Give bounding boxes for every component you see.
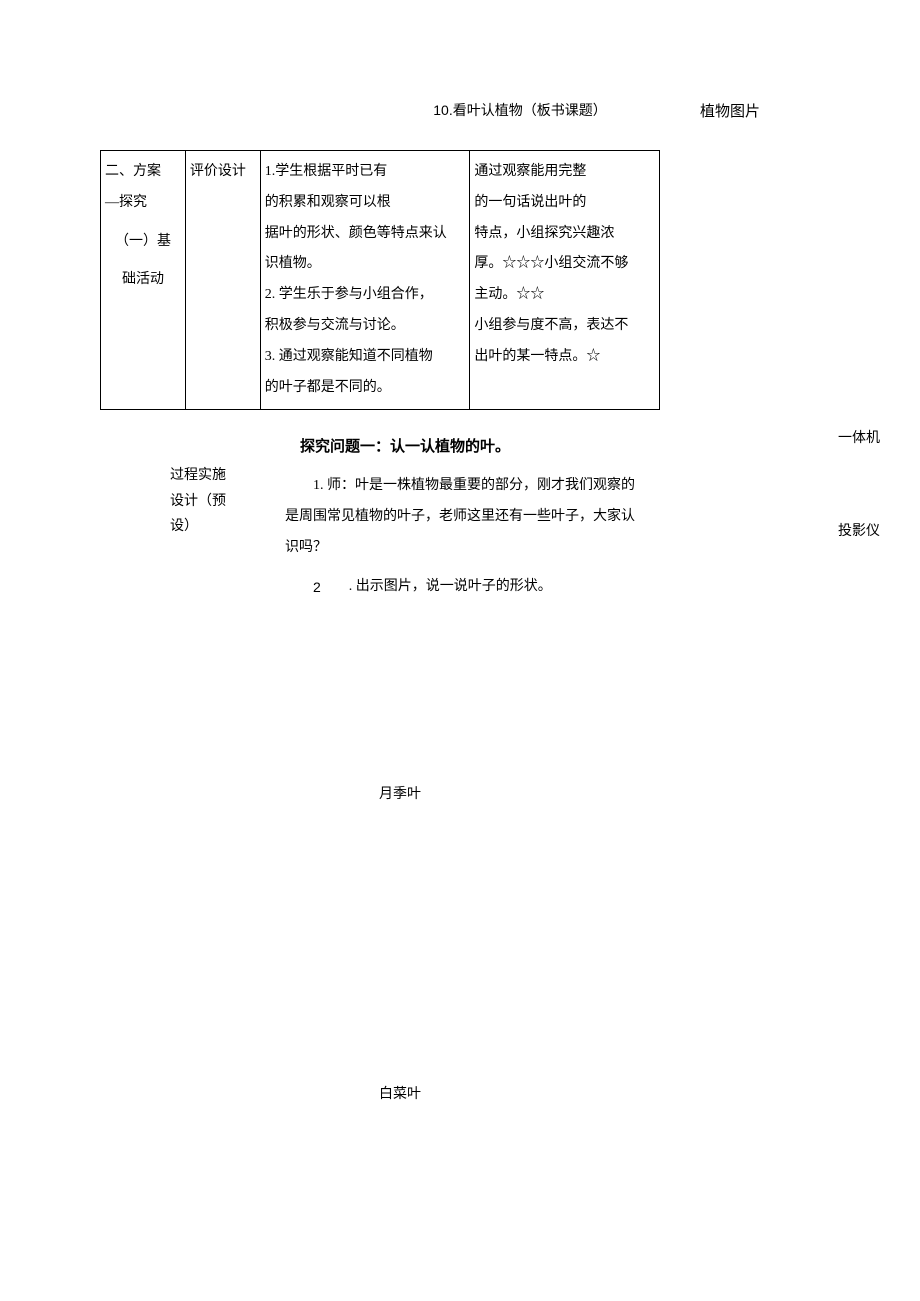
col4-l5: 主动。☆☆ <box>474 280 655 311</box>
table-col4: 通过观察能用完整 的一句话说出叶的 特点，小组探究兴趣浓 厚。☆☆☆小组交流不够… <box>470 151 660 410</box>
top-right-label: 植物图片 <box>700 100 760 121</box>
col4-l7: 出叶的某一特点。☆ <box>474 342 655 373</box>
col3-l6: 积极参与交流与讨论。 <box>265 311 466 342</box>
col1-line1: 二、方案 <box>105 157 181 188</box>
lesson-number: 10. <box>433 102 452 118</box>
table-col1: 二、方案 —探究 （一）基 础活动 <box>101 151 186 410</box>
table-row: 二、方案 —探究 （一）基 础活动 评价设计 1.学生根据平时已有 的积累和观察… <box>101 151 660 410</box>
table-col2: 评价设计 <box>185 151 260 410</box>
process-label-l3: 设） <box>170 514 265 539</box>
col4-l4: 厚。☆☆☆小组交流不够 <box>474 249 655 280</box>
leaf-label-2: 白菜叶 <box>300 1083 500 1103</box>
col4-l2: 的一句话说出叶的 <box>474 188 655 219</box>
col3-l2: 的积累和观察可以根 <box>265 188 466 219</box>
col4-l3: 特点，小组探究兴趣浓 <box>474 219 655 250</box>
item2-num: 2 <box>313 572 321 603</box>
process-label-l2: 设计（预 <box>170 489 265 514</box>
question-title: 探究问题一：认一认植物的叶。 <box>300 435 840 456</box>
content-item2: 2 . 出示图片，说一说叶子的形状。 <box>285 572 645 603</box>
col3-l1: 1.学生根据平时已有 <box>265 157 466 188</box>
col4-l1: 通过观察能用完整 <box>474 157 655 188</box>
col3-l3: 据叶的形状、颜色等特点来认 <box>265 219 466 250</box>
content-item1: 1. 师：叶是一株植物最重要的部分，刚才我们观察的是周围常见植物的叶子，老师这里… <box>285 471 645 563</box>
side-label-machine1: 一体机 <box>838 427 880 447</box>
col1-sub2: 础活动 <box>105 265 181 296</box>
item2-text: . 出示图片，说一说叶子的形状。 <box>349 572 552 603</box>
side-label-machine2: 投影仪 <box>838 520 880 540</box>
col4-l6: 小组参与度不高，表达不 <box>474 311 655 342</box>
lesson-title-text: 看叶认植物（板书课题） <box>453 104 607 119</box>
content-block: 1. 师：叶是一株植物最重要的部分，刚才我们观察的是周围常见植物的叶子，老师这里… <box>285 471 645 602</box>
process-label: 过程实施 设计（预 设） <box>170 463 265 539</box>
col3-l4: 识植物。 <box>265 249 466 280</box>
process-label-l1: 过程实施 <box>170 463 265 488</box>
table-col3: 1.学生根据平时已有 的积累和观察可以根 据叶的形状、颜色等特点来认 识植物。 … <box>260 151 470 410</box>
col3-l7: 3. 通过观察能知道不同植物 <box>265 342 466 373</box>
col3-l5: 2. 学生乐于参与小组合作， <box>265 280 466 311</box>
col1-line2: —探究 <box>105 188 181 219</box>
leaf-label-1: 月季叶 <box>300 783 500 803</box>
evaluation-table: 二、方案 —探究 （一）基 础活动 评价设计 1.学生根据平时已有 的积累和观察… <box>100 150 660 410</box>
col1-sub1: （一）基 <box>105 227 181 258</box>
col3-l8: 的叶子都是不同的。 <box>265 373 466 404</box>
